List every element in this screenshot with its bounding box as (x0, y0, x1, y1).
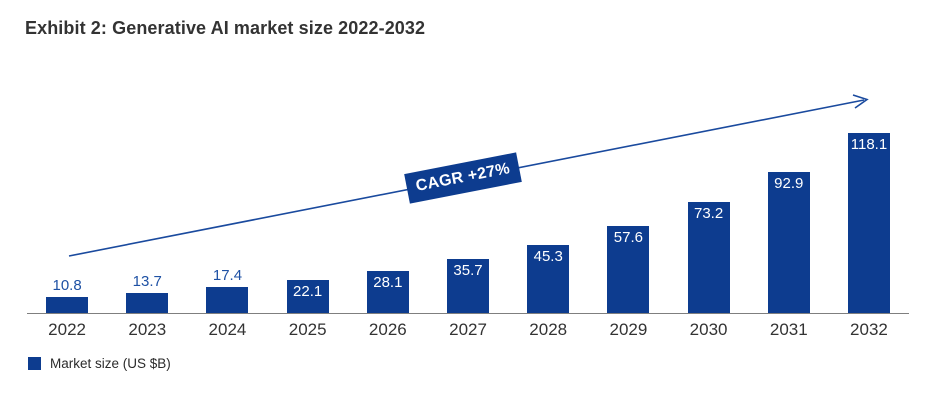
bar-value-label: 73.2 (693, 205, 724, 222)
bar-2026: 28.1 (366, 271, 409, 314)
x-axis-label-2032: 2032 (850, 320, 888, 339)
x-axis-label-2026: 2026 (368, 320, 407, 339)
legend: Market size (US $B) (28, 356, 171, 371)
chart-title: Exhibit 2: Generative AI market size 202… (25, 18, 426, 38)
bar-value-label: 92.9 (774, 175, 804, 192)
bar-2032: 118.1 (847, 133, 890, 314)
x-axis-label-2031: 2031 (769, 320, 808, 339)
bar-group-2029: 57.6 (588, 89, 668, 314)
bar-2031: 92.9 (767, 172, 810, 314)
bar-group-2027: 35.7 (428, 89, 508, 314)
bar-group-2026: 28.1 (348, 89, 428, 314)
bar-plot-area: 10.8 13.7 17.4 22.1 28.1 35.7 45.3 57.6 73.2 92.9… (27, 89, 909, 314)
bar-group-2023: 13.7 (107, 89, 187, 314)
bar-group-2031: 92.9 (749, 89, 829, 314)
bar-value-label: 35.7 (453, 262, 483, 279)
bar-value-label: 57.6 (613, 229, 643, 246)
bar-group-2028: 45.3 (508, 89, 588, 314)
bar-value-label: 10.8 (52, 277, 82, 294)
bar-2024 (206, 287, 249, 314)
x-axis-label-2028: 2028 (529, 320, 568, 339)
x-axis-label-2023: 2023 (128, 320, 167, 339)
bar-value-label: 22.1 (293, 283, 323, 300)
bar-value-label: 45.3 (533, 248, 563, 265)
bar-2025: 22.1 (286, 280, 329, 314)
x-axis-label-2025: 2025 (288, 320, 327, 339)
bar-2028: 45.3 (527, 245, 570, 314)
legend-swatch-icon (28, 357, 41, 370)
legend-label: Market size (US $B) (50, 356, 171, 371)
x-axis-labels: 2022 2023 2024 2025 2026 2027 2028 2029 2030 2031… (27, 320, 909, 340)
bar-group-2022: 10.8 (27, 89, 107, 314)
bar-value-label: 28.1 (373, 274, 403, 291)
bar-group-2024: 17.4 (187, 89, 267, 314)
bar-value-label: 13.7 (132, 273, 162, 290)
bar-group-2030: 73.2 (669, 89, 749, 314)
x-axis-label-2027: 2027 (449, 320, 487, 339)
bar-2027: 35.7 (447, 259, 490, 314)
x-axis-label-2030: 2030 (689, 320, 728, 339)
bar-group-2032: 118.1 (829, 89, 909, 314)
bar-2029: 57.6 (607, 226, 650, 314)
bar-value-label: 118.1 (850, 136, 888, 153)
x-axis-label-2024: 2024 (208, 320, 247, 339)
x-axis-label-2022: 2022 (48, 320, 86, 339)
x-axis-label-2029: 2029 (609, 320, 648, 339)
bar-2022 (46, 297, 89, 314)
bar-group-2025: 22.1 (268, 89, 348, 314)
bar-value-label: 17.4 (212, 267, 243, 284)
bar-2030: 73.2 (687, 202, 730, 314)
bar-2023 (126, 293, 169, 314)
x-axis-line (27, 313, 909, 314)
